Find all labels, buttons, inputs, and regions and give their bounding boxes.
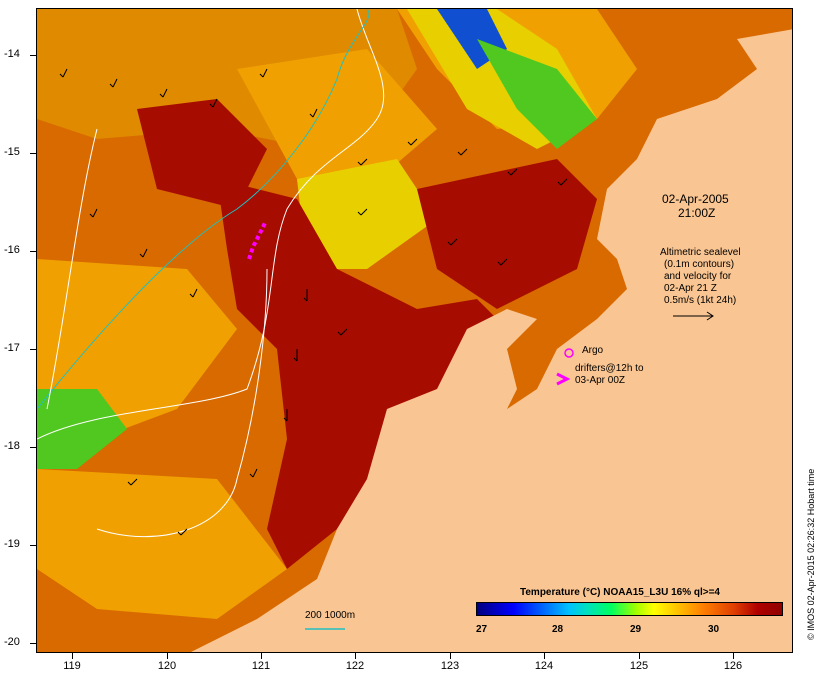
lat-tick bbox=[30, 349, 36, 350]
sst-patch-green-west bbox=[37, 389, 127, 469]
land-area bbox=[191, 29, 792, 652]
sst-patch-green-ne bbox=[477, 39, 597, 149]
sst-patch-mid-north bbox=[237, 49, 437, 189]
lon-label: 122 bbox=[345, 660, 365, 672]
lon-label: 119 bbox=[63, 660, 81, 672]
sealevel-contour-south bbox=[96, 268, 268, 538]
colorbar-tick-label: 29 bbox=[630, 624, 642, 635]
lon-label: 120 bbox=[157, 660, 177, 672]
altimetry-note-line: 0.5m/s (1kt 24h) bbox=[664, 295, 737, 306]
lat-label: -14 bbox=[4, 48, 20, 60]
sst-patch-hot-coastal bbox=[217, 179, 507, 569]
lon-label: 126 bbox=[723, 660, 743, 672]
colorbar-tick-label: 28 bbox=[552, 624, 564, 635]
colorbar-title: Temperature (°C) NOAA15_L3U 16% ql>=4 bbox=[520, 587, 720, 598]
sealevel-contour-west bbox=[46, 128, 98, 410]
lat-tick bbox=[30, 55, 36, 56]
lat-label: -17 bbox=[4, 342, 20, 354]
sst-map-canvas bbox=[37, 9, 792, 652]
altimetry-note-line: Altimetric sealevel bbox=[660, 247, 741, 258]
lon-label: 125 bbox=[629, 660, 649, 672]
sst-patch-hot-north bbox=[137, 99, 267, 209]
lat-tick bbox=[30, 447, 36, 448]
lat-tick bbox=[30, 153, 36, 154]
drifters-label-line: drifters@12h to bbox=[575, 363, 644, 374]
lon-label: 123 bbox=[440, 660, 460, 672]
bathymetry-contour-1000m bbox=[37, 9, 385, 440]
velocity-scale-arrow bbox=[673, 311, 714, 321]
colorbar-tick-label: 30 bbox=[708, 624, 720, 635]
lat-label: -20 bbox=[4, 636, 20, 648]
sst-patch-yellow-mid bbox=[297, 159, 437, 269]
altimetry-note-line: 02-Apr 21 Z bbox=[664, 283, 717, 294]
sst-map bbox=[36, 8, 793, 653]
temperature-colorbar bbox=[476, 602, 783, 616]
bathymetry-contour-200m bbox=[37, 9, 370, 410]
sst-patch-southwest bbox=[37, 469, 287, 619]
lat-label: -19 bbox=[4, 538, 20, 550]
map-time: 21:00Z bbox=[678, 206, 716, 220]
altimetry-note-line: (0.1m contours) bbox=[664, 259, 735, 270]
lon-label: 124 bbox=[534, 660, 554, 672]
lon-tick bbox=[450, 653, 451, 659]
colorbar-tick-label: 27 bbox=[476, 624, 488, 635]
lon-tick bbox=[261, 653, 262, 659]
lat-label: -16 bbox=[4, 244, 20, 256]
imos-credit: © IMOS 02-Apr-2015 02:26:32 Hobart time bbox=[806, 468, 816, 640]
lat-tick bbox=[30, 643, 36, 644]
lon-tick bbox=[544, 653, 545, 659]
argo-label: Argo bbox=[582, 345, 604, 356]
lon-tick bbox=[355, 653, 356, 659]
map-date: 02-Apr-2005 bbox=[662, 192, 729, 206]
lon-tick bbox=[167, 653, 168, 659]
depth-contour-legend: 200 1000m bbox=[305, 610, 356, 621]
lon-tick bbox=[733, 653, 734, 659]
lat-tick bbox=[30, 545, 36, 546]
lon-tick bbox=[639, 653, 640, 659]
drifters-label-line: 03-Apr 00Z bbox=[575, 375, 626, 386]
velocity-arrows bbox=[59, 68, 568, 536]
lat-label: -18 bbox=[4, 440, 20, 452]
sst-patch-hot-east bbox=[417, 159, 597, 309]
altimetry-note-line: and velocity for bbox=[664, 271, 732, 282]
lat-label: -15 bbox=[4, 146, 20, 158]
lon-label: 121 bbox=[251, 660, 271, 672]
lon-tick bbox=[72, 653, 73, 659]
argo-marker-icon bbox=[564, 348, 574, 358]
lat-tick bbox=[30, 251, 36, 252]
drifter-legend-icon bbox=[556, 372, 571, 386]
